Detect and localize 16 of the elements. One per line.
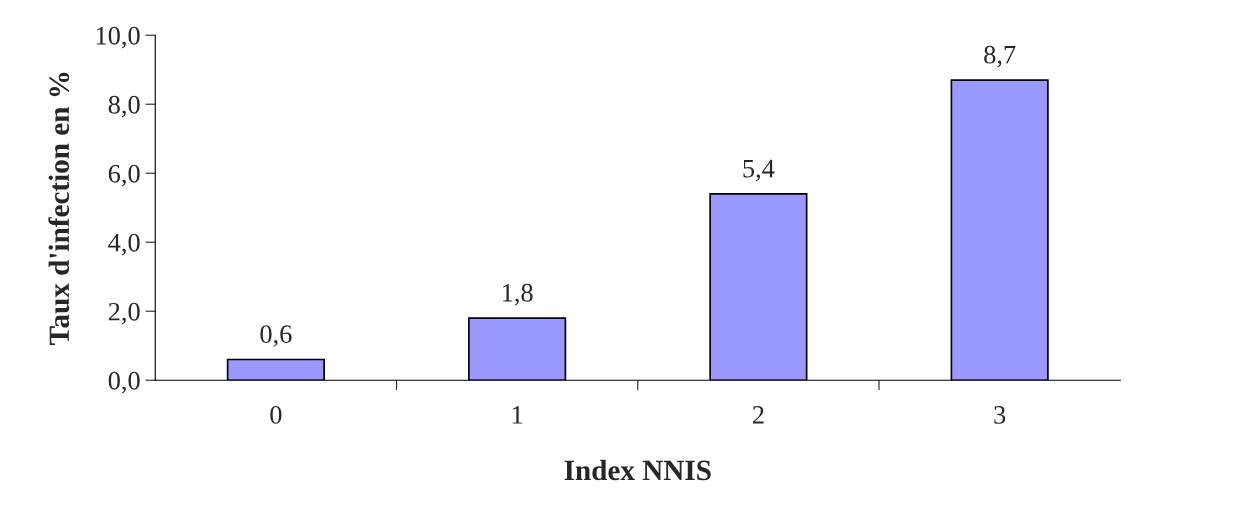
- y-tick-label: 10,0: [96, 26, 140, 49]
- x-axis-title: Index NNIS: [564, 459, 711, 481]
- data-label: 0,6: [260, 325, 292, 347]
- y-tick-label: 8,0: [108, 95, 140, 118]
- y-tick-label: 4,0: [108, 233, 140, 256]
- x-tick-label: 0: [270, 405, 282, 424]
- x-tick-label: 1: [512, 406, 523, 424]
- x-tick-label: 3: [994, 406, 1006, 424]
- x-tick-label: 2: [752, 406, 764, 424]
- data-label: 1,8: [502, 283, 533, 306]
- y-axis-title: Taux d'infection en %: [48, 72, 70, 345]
- data-label: 5,4: [743, 159, 775, 182]
- y-tick-label: 2,0: [108, 302, 140, 325]
- y-tick-label: 6,0: [108, 164, 140, 187]
- data-label: 8,7: [984, 45, 1016, 68]
- y-tick-label: 0,0: [108, 371, 140, 394]
